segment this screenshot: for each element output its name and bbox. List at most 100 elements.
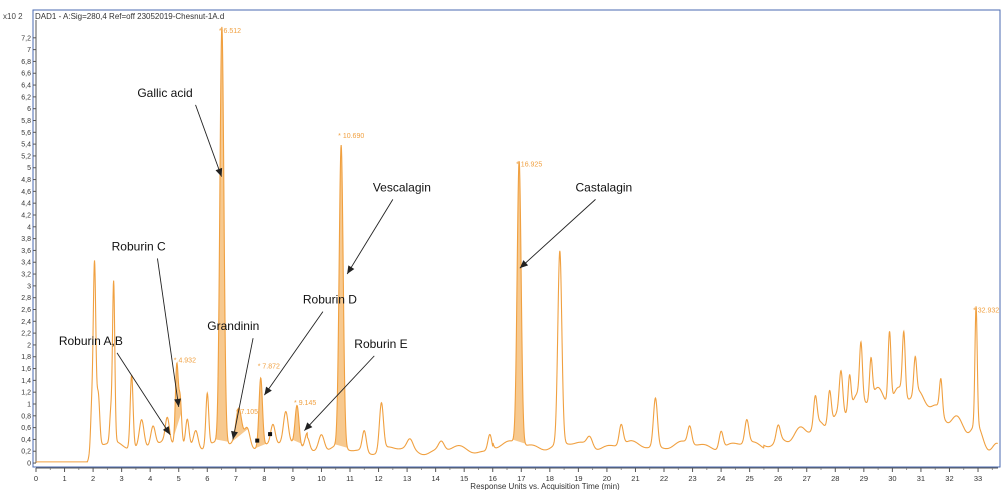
y-tick-label: 3,8 (21, 236, 31, 243)
y-tick-label: 5,8 (21, 118, 31, 125)
x-tick-label: 19 (574, 474, 582, 483)
y-tick-label: 1,6 (21, 366, 31, 373)
peak-labels-layer: * 4.932 * 6.512 * 7.105 * 7.872 * 9.145 * 10.… (174, 28, 999, 416)
x-tick-label: 20 (603, 474, 611, 483)
x-tick-label: 33 (974, 474, 982, 483)
x-tick-label: 8 (262, 474, 266, 483)
y-tick-label: 2,6 (21, 307, 31, 314)
annotation-arrow (116, 352, 171, 435)
annotation-arrow (157, 258, 180, 408)
y-tick-label: 6,2 (21, 94, 31, 101)
y-tick-label: 0 (27, 461, 31, 468)
peak-rt-label: * 7.872 (258, 364, 280, 371)
peak-rt-label: * 4.932 (174, 358, 196, 365)
compound-label: Castalagin (576, 180, 633, 194)
x-tick-label: 6 (205, 474, 209, 483)
peak-rt-label: * 32.932 (973, 307, 999, 314)
y-tick-label: 3,6 (21, 248, 31, 255)
peak-rt-label: * 9.145 (294, 400, 316, 407)
x-tick-label: 17 (517, 474, 525, 483)
chart-title: DAD1 - A:Sig=280,4 Ref=off 23052019-Ches… (35, 12, 225, 21)
x-tick-label: 2 (91, 474, 95, 483)
arrow-head (347, 265, 355, 275)
y-tick-label: 5,4 (21, 142, 31, 149)
x-tick-label: 9 (291, 474, 295, 483)
shaded-peak (215, 26, 229, 442)
y-tick-label: 7 (27, 47, 31, 54)
y-tick-label: 6,8 (21, 59, 31, 66)
annotation-arrow (232, 338, 254, 440)
x-tick-label: 29 (860, 474, 868, 483)
compound-label: Roburin C (112, 239, 166, 253)
annotation-arrow (195, 104, 222, 177)
y-tick-label: 6,4 (21, 83, 31, 90)
arrow-head (162, 426, 171, 435)
y-tick-label: 7,2 (21, 35, 31, 42)
trace-layer (36, 26, 998, 463)
y-tick-label: 2 (27, 342, 31, 349)
chromatogram-trace (36, 26, 998, 463)
y-tick-label: 4,4 (21, 201, 31, 208)
y-tick-label: 4,8 (21, 177, 31, 184)
annotation-arrow (304, 355, 375, 431)
x-tick-label: 4 (148, 474, 152, 483)
y-tick-label: 0,8 (21, 413, 31, 420)
x-tick-label: 1 (62, 474, 66, 483)
x-tick-label: 14 (431, 474, 439, 483)
peak-rt-label: * 16.925 (516, 162, 542, 169)
y-tick-label: 1 (27, 401, 31, 408)
compound-label: Roburin D (303, 293, 357, 307)
y-tick-label: 2,2 (21, 331, 31, 338)
peak-rt-label: * 6.512 (219, 28, 241, 35)
x-tick-label: 21 (631, 474, 639, 483)
x-tick-label: 30 (888, 474, 896, 483)
annotation-arrow (346, 199, 394, 275)
x-tick-label: 28 (831, 474, 839, 483)
y-tick-label: 4,6 (21, 189, 31, 196)
x-tick-label: 15 (460, 474, 468, 483)
y-tick-label: 1,4 (21, 378, 31, 385)
compound-label: Roburin A,B (59, 334, 123, 348)
x-tick-label: 0 (34, 474, 38, 483)
peak-rt-label: * 7.105 (236, 409, 258, 416)
x-tick-label: 24 (717, 474, 725, 483)
y-tick-label: 3,2 (21, 272, 31, 279)
compound-label: Roburin E (354, 337, 407, 351)
compound-label: Gallic acid (137, 86, 192, 100)
x-tick-label: 7 (234, 474, 238, 483)
x-tick-label: 13 (403, 474, 411, 483)
x-tick-label: 16 (489, 474, 497, 483)
x-tick-label: 22 (660, 474, 668, 483)
y-scale-label: x10 2 (3, 12, 23, 21)
x-tick-label: 27 (803, 474, 811, 483)
arrow-head (519, 260, 529, 269)
arrow-head (304, 422, 313, 431)
y-tick-label: 3,4 (21, 260, 31, 267)
y-tick-label: 4 (27, 224, 31, 231)
y-tick-label: 2,8 (21, 295, 31, 302)
y-tick-label: 5,2 (21, 153, 31, 160)
compound-label: Vescalagin (373, 180, 431, 194)
axes-layer: 0 0,2 0,4 0,6 0,8 1 1,2 1,4 1,6 1,8 2 2,2 2,4 2,6 2,8 3… (21, 20, 998, 483)
y-tick-label: 1,2 (21, 390, 31, 397)
annotation-arrow (519, 199, 596, 269)
y-tick-label: 5,6 (21, 130, 31, 137)
integration-marker (255, 438, 260, 443)
x-tick-label: 32 (945, 474, 953, 483)
x-tick-label: 18 (546, 474, 554, 483)
y-tick-label: 5 (27, 165, 31, 172)
shaded-peaks-layer (172, 26, 526, 449)
annotation-arrow (263, 311, 324, 396)
y-tick-label: 0,6 (21, 425, 31, 432)
y-tick-label: 1,8 (21, 354, 31, 361)
x-tick-label: 12 (374, 474, 382, 483)
y-tick-label: 6 (27, 106, 31, 113)
arrow-head (231, 430, 238, 440)
x-axis-label: Response Units vs. Acquisition Time (min… (470, 482, 620, 490)
integration-marker (268, 432, 273, 437)
y-tick-label: 3 (27, 283, 31, 290)
y-tick-label: 2,4 (21, 319, 31, 326)
arrow-head (215, 167, 223, 177)
y-tick-label: 6,6 (21, 71, 31, 78)
